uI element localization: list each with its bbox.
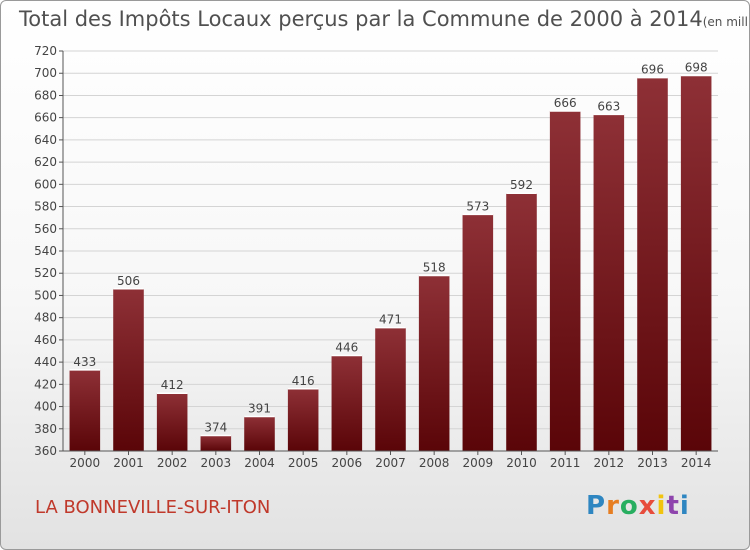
y-tick-label: 460 (34, 333, 57, 347)
y-tick-label: 360 (34, 444, 57, 458)
commune-name: LA BONNEVILLE-SUR-ITON (35, 497, 271, 518)
y-tick-label: 720 (34, 44, 57, 58)
logo-letter: i (656, 491, 667, 521)
data-label: 412 (161, 378, 184, 392)
bar (113, 288, 144, 451)
data-label: 374 (204, 420, 227, 434)
data-label: 666 (554, 96, 577, 110)
x-tick-label: 2006 (332, 456, 363, 470)
y-tick-label: 440 (34, 355, 57, 369)
y-tick-label: 580 (34, 200, 57, 214)
x-tick-label: 2002 (157, 456, 188, 470)
x-tick-label: 2010 (506, 456, 537, 470)
x-tick-label: 2008 (419, 456, 450, 470)
data-label: 696 (641, 63, 664, 77)
data-label: 592 (510, 178, 533, 192)
bar (462, 214, 494, 451)
logo-letter: o (619, 491, 639, 521)
bar (418, 275, 450, 451)
bar (69, 369, 101, 451)
bar (549, 111, 581, 451)
data-label: 663 (597, 99, 620, 113)
y-tick-label: 380 (34, 422, 57, 436)
x-tick-label: 2011 (550, 456, 581, 470)
bar (331, 355, 363, 451)
y-tick-label: 680 (34, 88, 57, 102)
x-tick-label: 2012 (594, 456, 625, 470)
proxiti-logo: Proxiti (586, 491, 690, 521)
x-tick-label: 2009 (463, 456, 494, 470)
y-tick-label: 700 (34, 66, 57, 80)
chart-unit-label: (en milliers d'€) (702, 15, 749, 29)
bar (156, 393, 188, 451)
y-tick-label: 640 (34, 133, 57, 147)
bar (680, 75, 712, 451)
x-tick-label: 2001 (113, 456, 144, 470)
logo-letter: t (666, 491, 680, 521)
x-tick-label: 2004 (244, 456, 275, 470)
chart-title: Total des Impôts Locaux perçus par la Co… (19, 7, 749, 31)
y-tick-label: 500 (34, 288, 57, 302)
x-tick-label: 2014 (681, 456, 712, 470)
bar-layer (69, 74, 712, 452)
x-tick-label: 2005 (288, 456, 319, 470)
bar (200, 435, 232, 451)
y-tick-label: 400 (34, 400, 57, 414)
y-tick-label: 480 (34, 311, 57, 325)
logo-letter: x (638, 491, 657, 521)
x-tick-label: 2013 (637, 456, 668, 470)
y-tick-label: 520 (34, 266, 57, 280)
y-tick-label: 420 (34, 377, 57, 391)
data-label: 518 (423, 260, 446, 274)
axis-layer: 360 380 400 420 440 460 480 500 520 540 560 580 600 6… (34, 44, 718, 470)
x-tick-label: 2007 (375, 456, 406, 470)
data-label: 471 (379, 313, 402, 327)
data-label: 698 (685, 60, 708, 74)
x-tick-label: 2003 (201, 456, 232, 470)
label-layer: 433 506 412 374 391 416 446 471 518 573 592 666 663 6… (73, 60, 707, 434)
y-tick-label: 600 (34, 177, 57, 191)
data-label: 506 (117, 274, 140, 288)
logo-letter: P (586, 491, 607, 521)
bar (637, 77, 668, 452)
bar (593, 114, 625, 451)
data-label: 416 (292, 374, 315, 388)
bar (375, 327, 406, 451)
bar (287, 388, 319, 451)
data-label: 433 (73, 355, 96, 369)
logo-letter: i (679, 491, 690, 521)
y-tick-label: 560 (34, 222, 57, 236)
bar (506, 193, 537, 451)
y-tick-label: 620 (34, 155, 57, 169)
bar (244, 416, 275, 451)
data-label: 573 (466, 199, 489, 213)
logo-letter: r (606, 491, 620, 521)
data-label: 391 (248, 402, 271, 416)
y-tick-label: 660 (34, 111, 57, 125)
x-tick-label: 2000 (70, 456, 101, 470)
y-tick-label: 540 (34, 244, 57, 258)
data-label: 446 (335, 340, 358, 354)
chart-title-text: Total des Impôts Locaux perçus par la Co… (19, 7, 703, 31)
